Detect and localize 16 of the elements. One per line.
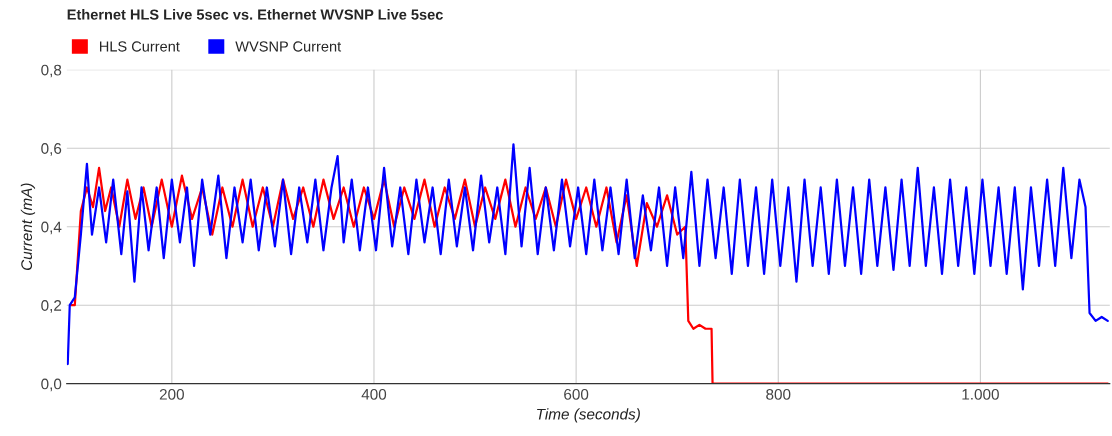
y-tick-label: 0,0: [41, 378, 62, 392]
y-tick-label: 0,2: [41, 300, 62, 313]
legend-label: WVSNP Current: [235, 41, 342, 52]
chart-title: Ethernet HLS Live 5sec vs. Ethernet WVSNP Live 5sec: [67, 9, 443, 20]
y-tick-label: 0,4: [41, 221, 62, 235]
x-tick-label: 600: [564, 388, 589, 400]
x-tick-label: 800: [766, 388, 791, 400]
x-tick-label: 1.000: [962, 388, 999, 400]
x-tick-label: 400: [361, 388, 387, 400]
legend-label: HLS Current: [100, 41, 180, 52]
y-tick-label: 0,8: [41, 64, 62, 78]
x-axis-title: Time (seconds): [537, 408, 640, 423]
y-tick-label: 0,6: [41, 143, 62, 156]
y-axis-title: Current (mA): [20, 183, 36, 271]
line-series: [66, 143, 1109, 366]
x-tick-label: 200: [159, 388, 184, 400]
